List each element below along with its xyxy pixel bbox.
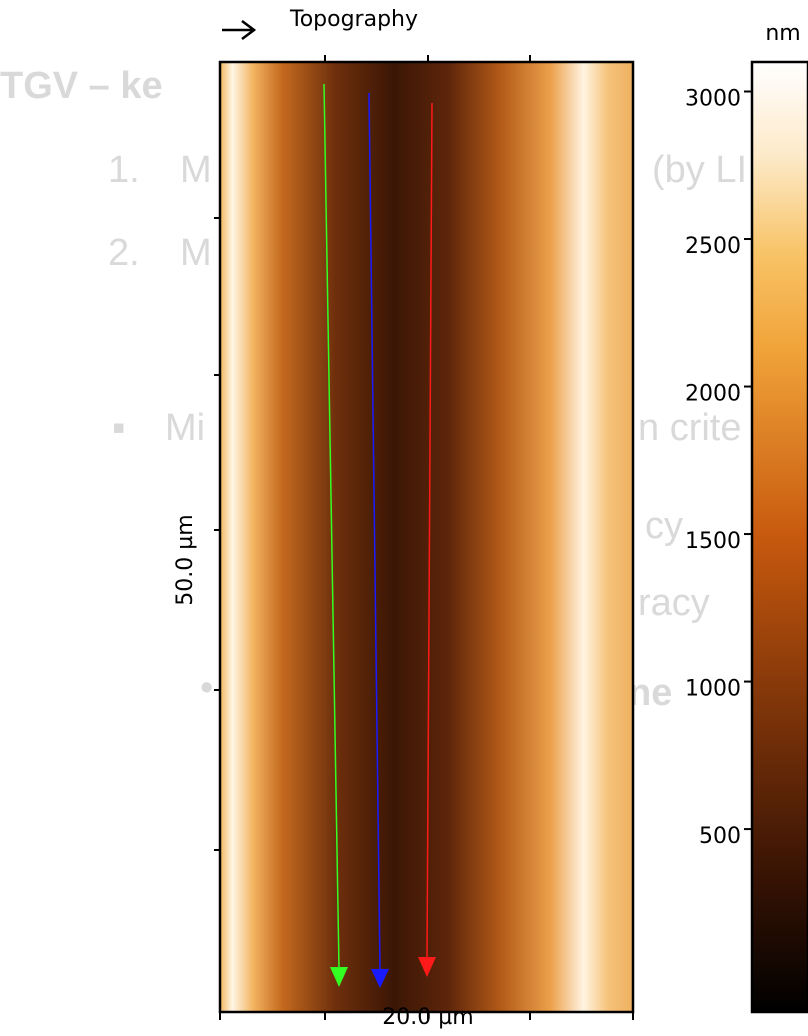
title-text: Topography xyxy=(289,7,418,32)
bg-text: n crite xyxy=(638,407,741,449)
afm-figure: TGV – ke 1. M (by LI 2. M ▪ Mi n crite c… xyxy=(0,0,808,1032)
colorbar-tick-label: 2500 xyxy=(685,234,741,259)
bg-text: Mi xyxy=(165,407,205,449)
bg-text: TGV – ke xyxy=(0,65,163,107)
bg-text: (by LI xyxy=(652,149,747,191)
bg-text: M xyxy=(180,232,212,274)
colorbar xyxy=(752,62,808,1012)
colorbar-unit: nm xyxy=(765,21,800,46)
colorbar-tick-label: 1500 xyxy=(685,529,741,554)
colorbar-ticks: 500 1000 1500 2000 2500 3000 xyxy=(685,87,752,850)
colorbar-tick-label: 2000 xyxy=(685,382,741,407)
bg-text: 1. xyxy=(108,149,140,191)
colorbar-tick-label: 1000 xyxy=(685,677,741,702)
bg-text: ▪ xyxy=(112,407,125,449)
topography-image xyxy=(220,62,633,1012)
bg-text: 2. xyxy=(108,232,140,274)
x-axis-label: 20.0 µm xyxy=(382,1005,473,1030)
bg-text: racy xyxy=(638,582,710,624)
bg-text: ne xyxy=(628,672,672,714)
title-arrow xyxy=(222,21,254,39)
bg-text: M xyxy=(180,149,212,191)
bg-text: • xyxy=(200,667,213,709)
colorbar-tick-label: 3000 xyxy=(685,87,741,112)
bg-text: cy xyxy=(645,505,683,547)
y-axis-label: 50.0 µm xyxy=(173,514,198,605)
title: Topography xyxy=(222,7,418,39)
colorbar-tick-label: 500 xyxy=(699,824,741,849)
